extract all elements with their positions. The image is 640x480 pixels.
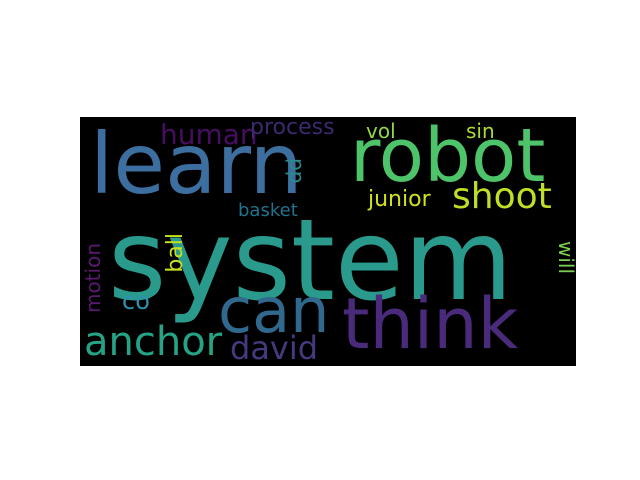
word-junior: junior (368, 187, 431, 212)
word-human: human (160, 118, 258, 151)
word-cloud: system learn robot think can anchor davi… (80, 117, 576, 366)
word-david: david (230, 329, 319, 366)
word-system: system (108, 196, 513, 326)
word-vol: vol (366, 119, 396, 143)
word-sin: sin (466, 119, 495, 143)
word-robot: robot (350, 117, 546, 199)
word-shoot: shoot (452, 176, 552, 217)
word-learn: learn (90, 117, 303, 213)
word-basket: basket (238, 200, 298, 221)
word-motion: motion (81, 243, 105, 314)
word-co: co (122, 287, 150, 315)
word-anchor: anchor (84, 319, 223, 365)
word-will: will (554, 241, 576, 275)
word-pp: pp (285, 158, 309, 184)
word-ball: ball (163, 233, 188, 273)
word-can: can (218, 274, 330, 347)
word-process: process (250, 117, 335, 140)
word-think: think (342, 283, 519, 365)
